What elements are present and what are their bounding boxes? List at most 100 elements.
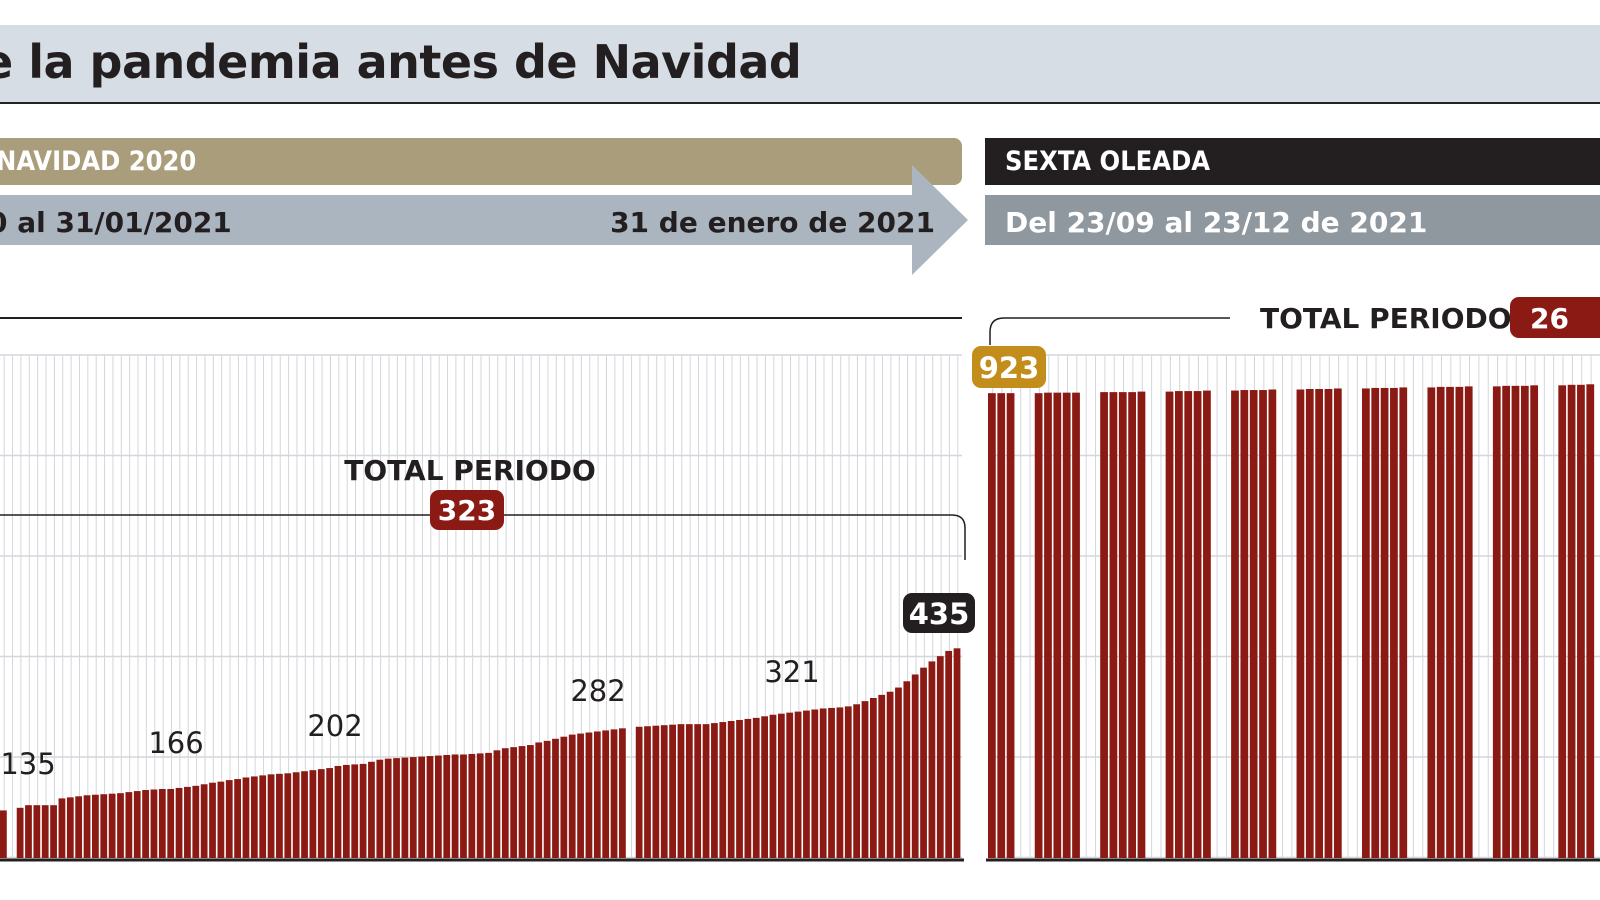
- bar: [16, 807, 24, 858]
- bar: [1053, 392, 1062, 858]
- bar: [535, 742, 543, 858]
- bar: [593, 731, 601, 858]
- bar: [886, 691, 894, 858]
- bar: [1362, 388, 1370, 858]
- bar: [184, 786, 191, 858]
- data-label: 202: [307, 709, 362, 743]
- bar: [1530, 385, 1539, 858]
- total-periodo-label-right: TOTAL PERIODO: [1260, 302, 1512, 335]
- left-range: 0 al 31/01/2021: [0, 206, 232, 239]
- bar: [1118, 392, 1127, 858]
- bar: [276, 773, 283, 858]
- bar: [711, 723, 718, 858]
- data-badge-last: [903, 593, 975, 633]
- bar: [351, 764, 359, 858]
- bar: [911, 674, 919, 858]
- timeline-arrow: 0 al 31/01/2021 31 de enero de 2021: [0, 165, 968, 275]
- bar: [58, 798, 66, 858]
- bar: [786, 712, 794, 858]
- data-label: 321: [764, 655, 819, 689]
- bar: [702, 724, 710, 858]
- bar: [552, 738, 559, 858]
- data-label: 282: [570, 674, 625, 708]
- bar: [1567, 384, 1576, 858]
- bar: [878, 694, 886, 858]
- bar: [936, 656, 944, 858]
- bar: [828, 707, 835, 858]
- bar: [434, 755, 442, 858]
- bar: [677, 724, 685, 858]
- period-label-sexta: SEXTA OLEADA: [985, 138, 1600, 185]
- bar: [794, 711, 802, 858]
- bar: [953, 648, 961, 858]
- bar: [384, 758, 392, 858]
- bar: [1492, 386, 1501, 858]
- data-label: 166: [148, 726, 203, 760]
- bar: [443, 754, 451, 858]
- bar: [25, 805, 32, 858]
- total-value: 323: [438, 494, 496, 527]
- bar: [426, 756, 434, 858]
- bar: [418, 756, 426, 858]
- bar: [903, 681, 911, 858]
- bar: [393, 758, 400, 858]
- right-range: Del 23/09 al 23/12 de 2021: [1005, 206, 1427, 239]
- bar: [1315, 388, 1323, 858]
- bar: [518, 746, 526, 858]
- total-value-right: 26: [1530, 302, 1569, 335]
- bar: [853, 704, 861, 858]
- bar: [100, 794, 108, 858]
- bar: [250, 776, 258, 858]
- period-label-text: NAVIDAD 2020: [0, 146, 197, 177]
- bar: [1100, 392, 1108, 858]
- bar: [610, 729, 618, 858]
- bar: [167, 788, 175, 858]
- bar: [342, 764, 350, 858]
- bar: [652, 725, 660, 858]
- bar: [376, 759, 384, 858]
- total-badge-right: [1510, 297, 1600, 338]
- bar: [1165, 391, 1174, 858]
- bar: [635, 726, 643, 858]
- bar: [928, 661, 936, 858]
- bar: [476, 753, 484, 858]
- bar: [175, 787, 183, 858]
- bar: [1231, 390, 1239, 858]
- bar: [1399, 387, 1408, 858]
- data-badge-first: [972, 346, 1046, 388]
- bar: [869, 698, 877, 858]
- bar: [292, 772, 300, 858]
- bar: [1502, 385, 1510, 858]
- bar: [727, 721, 735, 858]
- bar: [409, 757, 417, 858]
- bar: [945, 650, 953, 858]
- page-title: e la pandemia antes de Navidad: [0, 35, 802, 89]
- data-label: 135: [0, 747, 55, 781]
- period-bracket: [0, 514, 966, 560]
- bar: [1072, 392, 1080, 858]
- bar: [1464, 386, 1473, 858]
- bar: [577, 733, 584, 858]
- bar: [117, 793, 124, 858]
- bar: [660, 725, 668, 858]
- bar: [1128, 392, 1136, 858]
- bar: [761, 716, 768, 858]
- bar: [1520, 385, 1529, 858]
- bar: [1427, 387, 1436, 858]
- bar: [451, 754, 459, 858]
- bar: [200, 784, 208, 858]
- bar: [142, 790, 149, 858]
- bar: [125, 792, 133, 858]
- bar: [334, 765, 342, 858]
- bar: [1137, 391, 1146, 858]
- bar: [1446, 386, 1454, 858]
- bar: [301, 771, 308, 858]
- bar: [1333, 388, 1342, 858]
- bar: [1268, 389, 1277, 858]
- bar: [744, 718, 752, 858]
- data-label: 435: [909, 597, 970, 631]
- bar: [493, 750, 501, 858]
- bars: [0, 384, 1595, 858]
- bar: [568, 734, 576, 858]
- bar: [861, 701, 869, 858]
